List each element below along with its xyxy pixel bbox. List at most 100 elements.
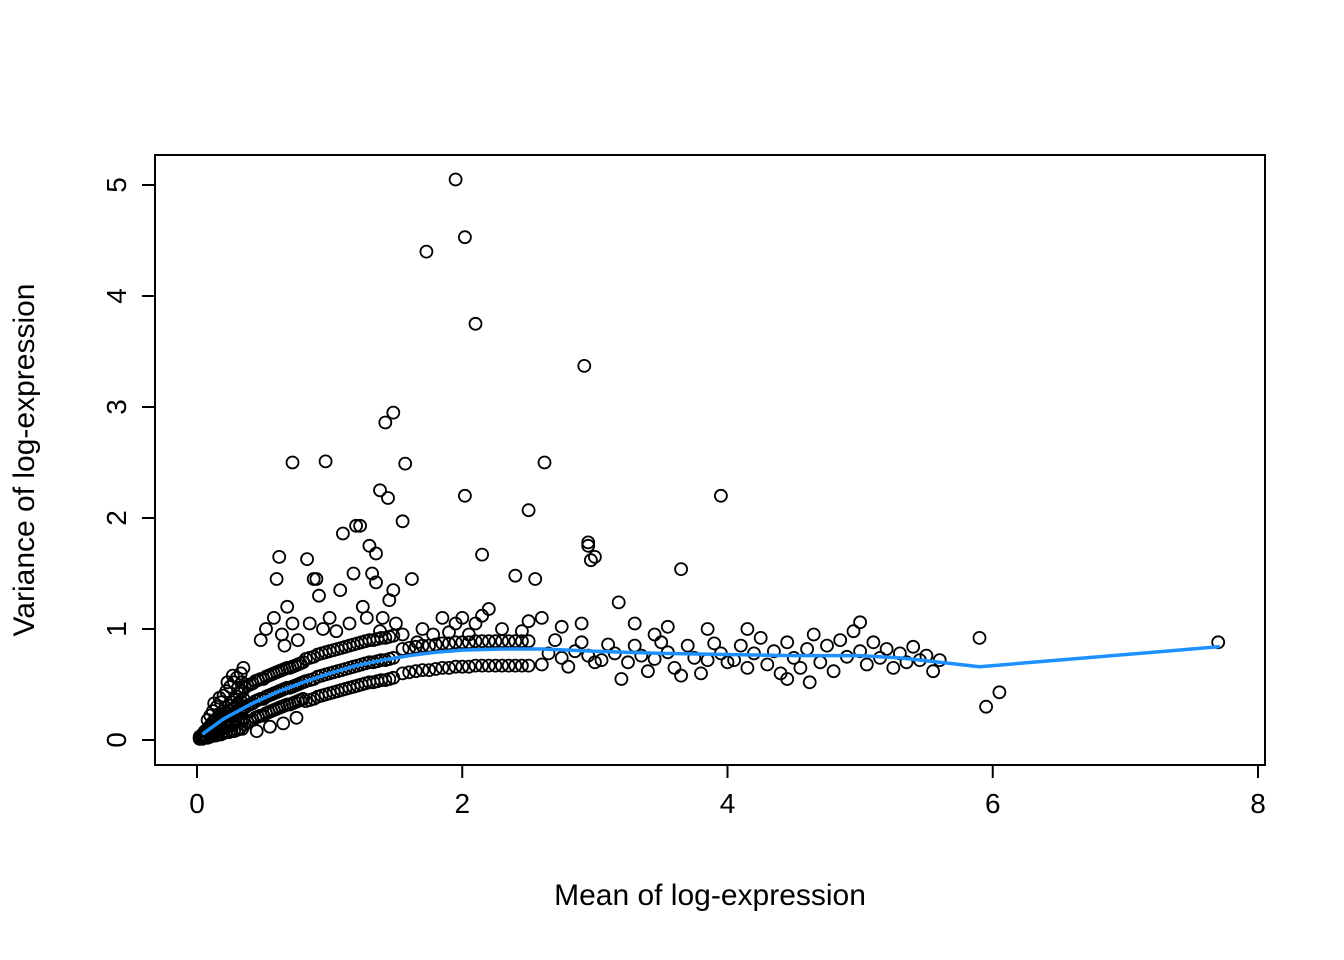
data-point (767, 644, 781, 659)
data-point (333, 583, 348, 597)
data-point (457, 230, 472, 245)
data-point (992, 685, 1007, 700)
data-point (521, 658, 536, 673)
data-point (353, 518, 368, 533)
data-point (415, 622, 430, 636)
data-point (362, 538, 377, 553)
data-point (395, 627, 410, 642)
y-tick-label: 1 (101, 621, 132, 637)
data-point (365, 566, 380, 581)
data-point (581, 538, 596, 553)
data-point (786, 651, 801, 665)
data-point (457, 488, 472, 503)
data-point (395, 514, 410, 529)
data-point (534, 611, 549, 625)
data-point (521, 614, 536, 629)
data-point (306, 572, 321, 586)
data-point (386, 583, 401, 597)
data-point (205, 704, 220, 718)
data-point (274, 627, 289, 642)
data-point (674, 562, 688, 576)
data-point (296, 692, 311, 706)
data-point (316, 622, 330, 636)
data-point (398, 456, 413, 471)
data-point (501, 658, 516, 673)
data-point (272, 550, 287, 564)
data-point (588, 550, 602, 564)
y-tick-label: 5 (101, 177, 132, 193)
data-point (707, 636, 722, 651)
scatter-points (192, 172, 1226, 746)
data-point (521, 503, 536, 518)
data-point (611, 595, 626, 610)
data-point (866, 635, 881, 650)
data-point (335, 526, 350, 541)
data-point (481, 658, 496, 673)
data-point (388, 616, 403, 631)
data-point (404, 572, 419, 586)
data-point (373, 624, 387, 639)
data-point (541, 646, 556, 661)
data-point (802, 675, 817, 690)
data-point (300, 552, 315, 566)
data-point (641, 664, 655, 679)
data-point (373, 483, 387, 498)
data-point (972, 631, 987, 645)
data-point (209, 699, 224, 714)
data-point (495, 658, 509, 673)
data-point (475, 608, 490, 623)
data-point (435, 636, 450, 651)
data-point (733, 638, 748, 653)
data-point (488, 658, 503, 673)
x-axis-title: Mean of log-expression (554, 879, 866, 912)
data-point (426, 627, 441, 642)
data-point (329, 624, 344, 639)
data-point (236, 661, 251, 675)
data-point (355, 599, 370, 614)
data-point (859, 657, 874, 672)
data-point (461, 659, 476, 674)
data-point (674, 668, 688, 683)
tick-labels: 0 2 4 6 8 0 1 2 3 4 5 (101, 177, 1266, 819)
data-point (780, 635, 795, 650)
data-point (455, 611, 470, 625)
data-point (225, 668, 240, 683)
data-point (289, 710, 304, 725)
data-point (369, 575, 383, 590)
data-point (979, 699, 993, 714)
data-point (926, 664, 940, 679)
data-point (548, 633, 562, 647)
data-point (501, 634, 516, 649)
data-point (318, 454, 333, 469)
data-point (481, 634, 496, 649)
data-point (521, 634, 536, 649)
data-point (408, 664, 423, 679)
data-point (415, 663, 430, 677)
data-point (700, 622, 715, 636)
data-point (259, 622, 273, 636)
data-point (461, 627, 476, 642)
data-point (554, 651, 569, 665)
data-point (455, 659, 470, 674)
data-point (495, 622, 509, 636)
data-point (290, 633, 305, 647)
data-point (561, 659, 576, 674)
data-point (349, 518, 364, 533)
data-point (886, 661, 901, 675)
data-point (515, 658, 529, 673)
data-point (899, 655, 914, 670)
data-point (528, 572, 543, 586)
data-point (322, 611, 337, 625)
data-point (906, 639, 921, 654)
data-point (853, 615, 867, 630)
data-point (428, 662, 443, 676)
data-point (369, 546, 383, 561)
data-point (627, 616, 642, 631)
data-point (687, 651, 702, 665)
data-point (422, 663, 437, 677)
data-point (720, 655, 735, 670)
data-point (346, 566, 361, 581)
data-point (846, 624, 861, 639)
data-point (574, 635, 589, 650)
